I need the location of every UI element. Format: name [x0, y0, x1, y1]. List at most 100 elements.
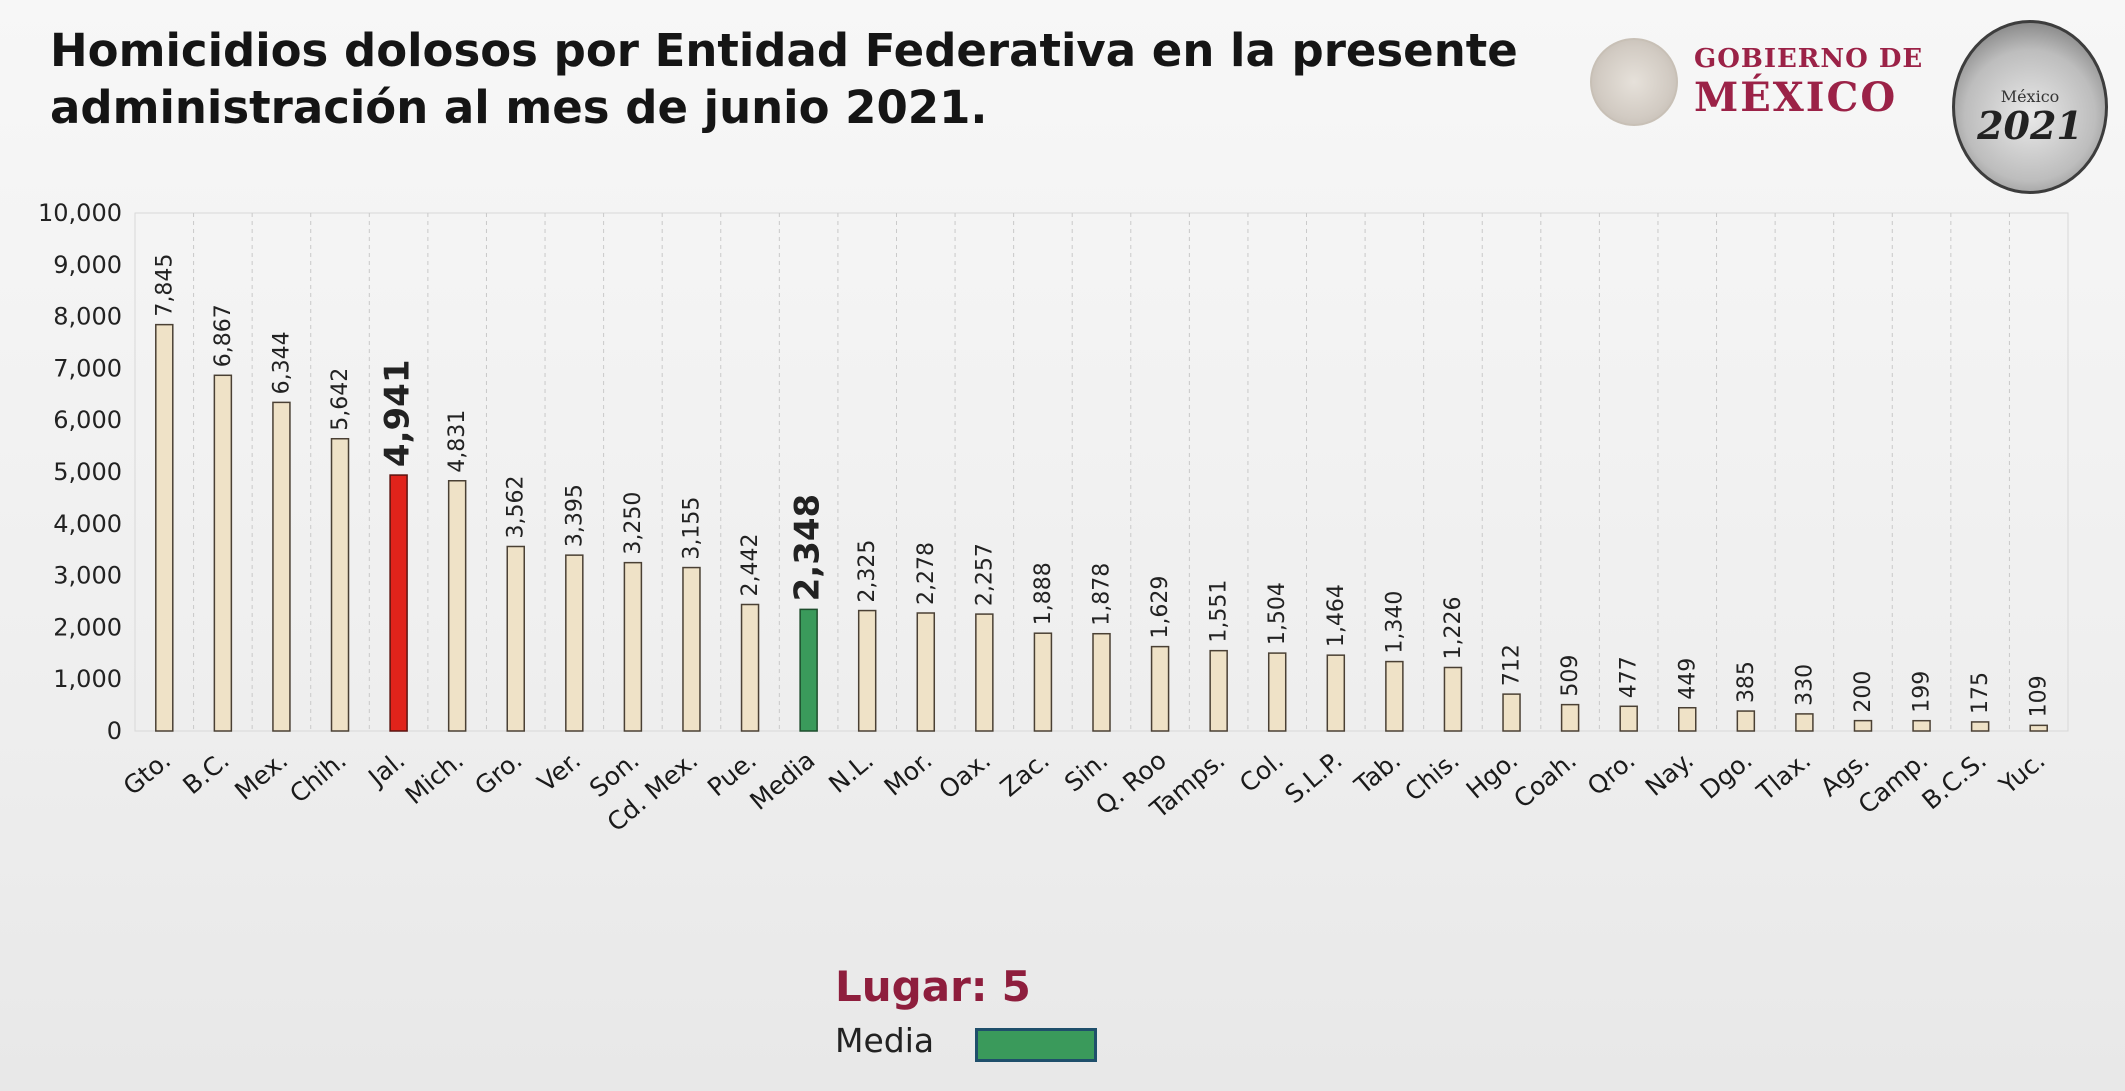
- bar-ver: [565, 554, 584, 732]
- y-tick-label: 8,000: [53, 303, 122, 331]
- chart-title: Homicidios dolosos por Entidad Federativ…: [50, 22, 1530, 136]
- value-label: 3,250: [621, 492, 646, 555]
- bar-tab: [1385, 660, 1404, 732]
- category-label: Coah.: [1508, 745, 1582, 813]
- bar-tlax: [1795, 713, 1814, 732]
- value-label: 1,888: [1031, 562, 1056, 625]
- value-label: 3,155: [679, 497, 704, 560]
- bar-bc: [213, 374, 233, 732]
- value-label: 712: [1500, 644, 1525, 686]
- mexico-2021-badge: México 2021: [1952, 20, 2108, 194]
- bar-qroo: [1150, 645, 1170, 732]
- category-label: B.C.S.: [1916, 745, 1992, 815]
- bar-ags: [1853, 719, 1873, 732]
- bar-hgo: [1502, 693, 1521, 732]
- bar-media: [799, 608, 818, 732]
- title-line-2: administración al mes de junio 2021.: [50, 81, 988, 134]
- category-label: Tlax.: [1751, 745, 1817, 807]
- bar-gto: [155, 323, 174, 732]
- value-label: 1,878: [1090, 563, 1115, 626]
- bar-mich: [447, 480, 467, 732]
- category-label: Gro.: [469, 745, 527, 801]
- bar-jal: [389, 474, 408, 732]
- value-label: 1,504: [1265, 582, 1290, 645]
- value-label: 1,226: [1441, 597, 1466, 660]
- bar-gro: [506, 545, 525, 732]
- y-tick-label: 9,000: [53, 251, 122, 279]
- bar-nl: [857, 609, 877, 732]
- legend-swatch-media: [975, 1028, 1097, 1062]
- category-label: Mor.: [879, 745, 938, 801]
- category-label: Qro.: [1582, 745, 1641, 801]
- value-label: 1,464: [1324, 584, 1349, 647]
- bar-bcs: [1970, 721, 1990, 732]
- bar-dgo: [1736, 710, 1756, 732]
- category-label: Dgo.: [1695, 745, 1758, 804]
- badge-line-1: México: [2000, 87, 2060, 106]
- y-tick-label: 0: [107, 717, 122, 745]
- bar-slp: [1326, 654, 1346, 732]
- bar-qro: [1619, 705, 1638, 732]
- value-label: 4,941: [378, 360, 418, 468]
- category-label: Nay.: [1640, 745, 1699, 801]
- category-label: S.L.P.: [1279, 745, 1347, 809]
- bar-tamps: [1209, 649, 1228, 732]
- y-tick-label: 2,000: [53, 613, 122, 641]
- lugar-label: Lugar:: [835, 962, 988, 1011]
- value-label: 3,395: [562, 484, 587, 547]
- value-label: 2,348: [788, 494, 828, 602]
- value-label: 477: [1617, 656, 1642, 698]
- y-tick-label: 6,000: [53, 406, 122, 434]
- logo-line-1: GOBIERNO DE: [1694, 44, 1924, 74]
- value-label: 200: [1851, 671, 1876, 713]
- category-label: B.C.: [177, 745, 234, 800]
- legend-label: Media: [835, 1021, 935, 1060]
- bar-son: [623, 561, 643, 732]
- value-label: 7,845: [152, 254, 177, 317]
- category-label: Chis.: [1399, 745, 1465, 807]
- category-label: N.L.: [823, 745, 879, 798]
- gobierno-de-mexico-logo: GOBIERNO DE MÉXICO: [1590, 30, 1950, 130]
- y-tick-label: 10,000: [38, 199, 122, 227]
- category-label: Mich.: [400, 745, 469, 810]
- value-label: 3,562: [504, 476, 529, 539]
- bar-pue: [740, 603, 760, 732]
- bar-sin: [1092, 632, 1111, 732]
- category-label: Yuc.: [1993, 745, 2051, 800]
- y-tick-label: 3,000: [53, 562, 122, 590]
- bar-coah: [1560, 703, 1580, 732]
- value-label: 199: [1910, 671, 1935, 713]
- category-label: Chih.: [284, 745, 352, 808]
- bar-nay: [1678, 706, 1697, 732]
- y-tick-label: 4,000: [53, 510, 122, 538]
- bar-oax: [975, 613, 994, 732]
- bar-mex: [272, 401, 291, 732]
- bar-cdmex: [682, 566, 701, 732]
- bar-chih: [330, 437, 350, 732]
- value-label: 5,642: [328, 368, 353, 431]
- value-label: 6,344: [269, 331, 294, 394]
- value-label: 330: [1792, 664, 1817, 706]
- value-label: 4,831: [445, 410, 470, 473]
- bar-mor: [916, 612, 936, 732]
- logo-line-2: MÉXICO: [1694, 74, 1898, 121]
- category-label: Zac.: [995, 745, 1055, 802]
- bar-chart: 0 1,000 2,000 3,000 4,000 5,000 6,000 7,000 8,00…: [38, 199, 2069, 837]
- value-label: 6,867: [211, 304, 236, 367]
- value-label: 2,442: [738, 534, 763, 597]
- category-label: Oax.: [933, 745, 996, 804]
- value-label: 449: [1675, 658, 1700, 700]
- value-label: 1,340: [1382, 591, 1407, 654]
- value-label: 1,551: [1207, 580, 1232, 643]
- bar-zac: [1033, 632, 1053, 732]
- value-label: 509: [1558, 655, 1583, 697]
- category-label: Media: [744, 745, 820, 815]
- value-label: 1,629: [1148, 576, 1173, 639]
- y-tick-label: 1,000: [53, 665, 122, 693]
- bar-camp: [1912, 719, 1931, 732]
- bar-chis: [1443, 666, 1463, 732]
- title-line-1: Homicidios dolosos por Entidad Federativ…: [50, 24, 1518, 77]
- value-label: 109: [2027, 675, 2052, 717]
- value-label: 2,278: [914, 542, 939, 605]
- national-seal-icon: [1590, 38, 1678, 126]
